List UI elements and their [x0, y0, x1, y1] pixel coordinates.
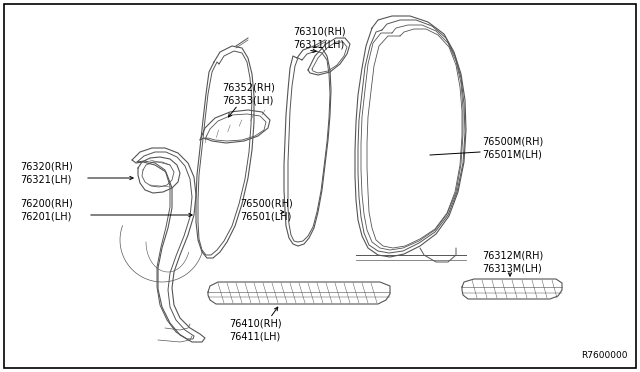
Text: 76410(RH)
76411(LH): 76410(RH) 76411(LH) [228, 319, 282, 341]
Text: 76310(RH)
76311(LH): 76310(RH) 76311(LH) [293, 27, 346, 49]
Text: 76352(RH)
76353(LH): 76352(RH) 76353(LH) [222, 83, 275, 105]
Text: 76200(RH)
76201(LH): 76200(RH) 76201(LH) [20, 199, 73, 221]
Text: 76320(RH)
76321(LH): 76320(RH) 76321(LH) [20, 162, 73, 184]
Text: R7600000: R7600000 [582, 351, 628, 360]
Text: 76500(RH)
76501(LH): 76500(RH) 76501(LH) [240, 199, 292, 221]
Text: 76500M(RH)
76501M(LH): 76500M(RH) 76501M(LH) [482, 137, 543, 159]
Text: 76312M(RH)
76313M(LH): 76312M(RH) 76313M(LH) [482, 251, 543, 273]
